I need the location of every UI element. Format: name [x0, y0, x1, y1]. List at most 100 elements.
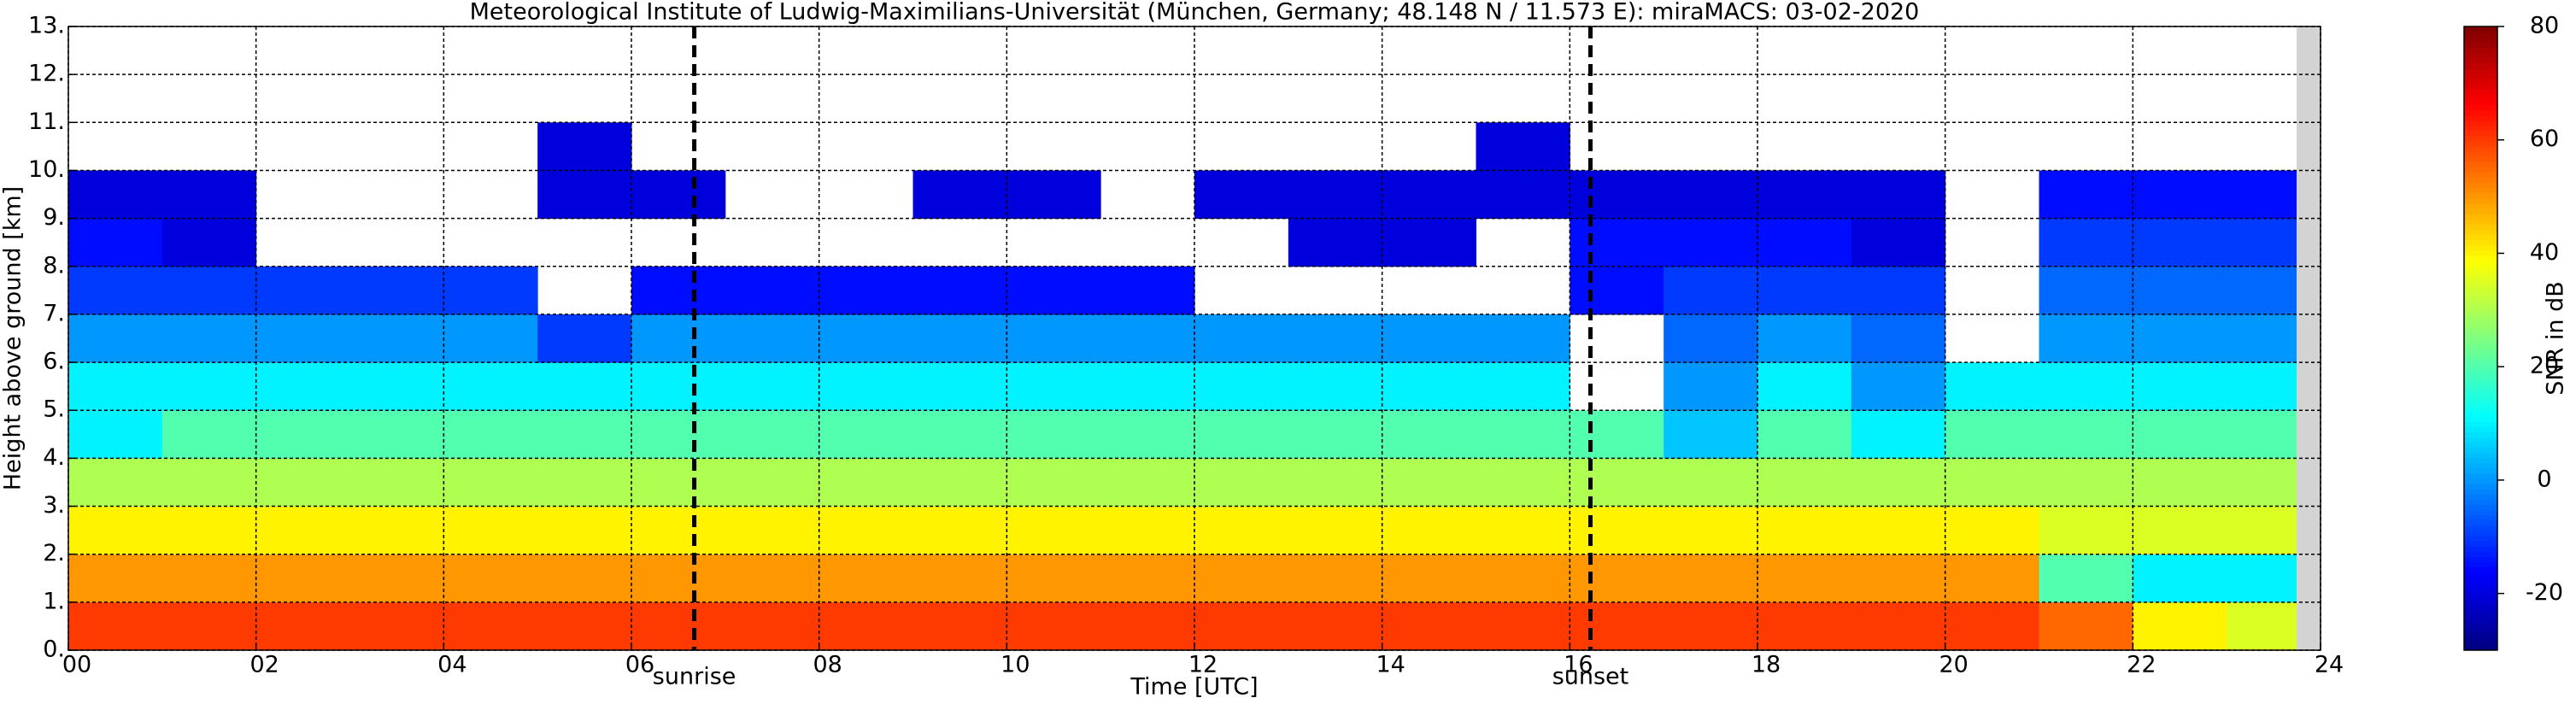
heatmap-cell: [1476, 410, 1570, 459]
heatmap-cell: [1757, 362, 1852, 411]
heatmap-cell: [1194, 410, 1289, 459]
x-tick-label: 02: [249, 652, 279, 678]
colorbar-segment: [2464, 197, 2497, 204]
heatmap-cell: [537, 554, 632, 603]
heatmap-cell: [1288, 314, 1383, 363]
colorbar-segment: [2464, 239, 2497, 245]
heatmap-cell: [819, 506, 913, 555]
colorbar-segment: [2464, 73, 2497, 79]
heatmap-cell: [161, 601, 257, 651]
heatmap-cell: [161, 314, 257, 363]
x-tick-label: 20: [1939, 652, 1968, 678]
heatmap-cell: [349, 506, 444, 555]
colorbar-segment: [2464, 613, 2497, 619]
heatmap-cell: [1664, 170, 1758, 220]
heatmap-cell: [1757, 458, 1852, 507]
heatmap-cell: [1757, 170, 1852, 220]
heatmap-cell: [68, 218, 163, 267]
colorbar-segment: [2464, 619, 2497, 625]
annotation-label: sunrise: [653, 664, 736, 690]
colorbar-segment: [2464, 302, 2497, 308]
heatmap-cell: [631, 554, 726, 603]
heatmap-cell: [2039, 601, 2133, 651]
heatmap-cell: [2039, 170, 2133, 220]
colorbar-segment: [2464, 541, 2497, 547]
chart-title: Meteorological Institute of Ludwig-Maxim…: [470, 0, 1920, 26]
colorbar-segment: [2464, 421, 2497, 427]
colorbar-segment: [2464, 145, 2497, 152]
heatmap-cell: [912, 362, 1007, 411]
colorbar-segment: [2464, 317, 2497, 324]
colorbar-segment: [2464, 374, 2497, 381]
colorbar-segment: [2464, 78, 2497, 85]
colorbar-label: SNR in dB: [2543, 281, 2569, 396]
y-tick-label: 7.: [43, 300, 65, 326]
heatmap-cell: [631, 410, 726, 459]
heatmap-cell: [2133, 410, 2227, 459]
heatmap-cell: [1851, 506, 1946, 555]
heatmap-cell: [1664, 362, 1758, 411]
heatmap-cell: [1194, 601, 1289, 651]
heatmap-cell: [443, 266, 538, 315]
heatmap-cell: [631, 601, 726, 651]
heatmap-cell: [161, 554, 257, 603]
x-tick-label: 22: [2127, 652, 2156, 678]
heatmap-cell: [68, 314, 163, 363]
colorbar-segment: [2464, 442, 2497, 449]
heatmap-cell: [2133, 458, 2227, 507]
heatmap-cell: [161, 362, 257, 411]
heatmap-cell: [1100, 554, 1195, 603]
colorbar-segment: [2464, 286, 2497, 292]
heatmap-cell: [1851, 314, 1946, 363]
heatmap-cell: [68, 458, 163, 507]
y-tick-label: 5.: [43, 396, 65, 423]
heatmap-cell: [1382, 554, 1476, 603]
heatmap-cell: [725, 362, 820, 411]
colorbar-segment: [2464, 525, 2497, 531]
colorbar-segment: [2464, 89, 2497, 95]
colorbar-segment: [2464, 249, 2497, 256]
heatmap-cell: [1570, 601, 1664, 651]
colorbar-segment: [2464, 94, 2497, 100]
heatmap-cell: [1945, 362, 2039, 411]
colorbar-segment: [2464, 593, 2497, 599]
colorbar-segment: [2464, 519, 2497, 526]
heatmap-cell: [1006, 170, 1101, 220]
heatmap-cell: [819, 266, 913, 315]
x-axis-label: Time [UTC]: [1130, 674, 1258, 701]
heatmap-cell: [537, 506, 632, 555]
heatmap-cell: [349, 601, 444, 651]
colorbar-segment: [2464, 499, 2497, 506]
colorbar-segment: [2464, 411, 2497, 417]
heatmap-cell: [443, 410, 538, 459]
heatmap-cell: [631, 266, 726, 315]
colorbar-segment: [2464, 104, 2497, 110]
heatmap-cell: [1382, 601, 1476, 651]
x-tick-label: 08: [813, 652, 842, 678]
colorbar-tick-label: 20: [2530, 353, 2559, 379]
colorbar-segment: [2464, 598, 2497, 604]
heatmap-cell: [631, 314, 726, 363]
colorbar-segment: [2464, 234, 2497, 240]
heatmap-cell: [2133, 362, 2227, 411]
colorbar-segment: [2464, 255, 2497, 261]
heatmap-cell: [819, 458, 913, 507]
heatmap-cell: [349, 266, 444, 315]
heatmap-cell: [1570, 458, 1664, 507]
heatmap-cell: [1006, 554, 1101, 603]
heatmap-cell: [1664, 554, 1758, 603]
colorbar-segment: [2464, 161, 2497, 167]
heatmap-cell: [912, 601, 1007, 651]
colorbar-segment: [2464, 546, 2497, 552]
colorbar-segment: [2464, 644, 2497, 651]
heatmap-cell: [1288, 601, 1383, 651]
heatmap-cell: [1382, 314, 1476, 363]
colorbar-segment: [2464, 457, 2497, 464]
heatmap-cell: [2133, 314, 2227, 363]
heatmap-cell: [537, 314, 632, 363]
colorbar-segment: [2464, 468, 2497, 474]
colorbar-segment: [2464, 125, 2497, 132]
heatmap-cell: [725, 506, 820, 555]
y-tick-label: 10.: [28, 156, 65, 183]
heatmap-cell: [68, 601, 163, 651]
